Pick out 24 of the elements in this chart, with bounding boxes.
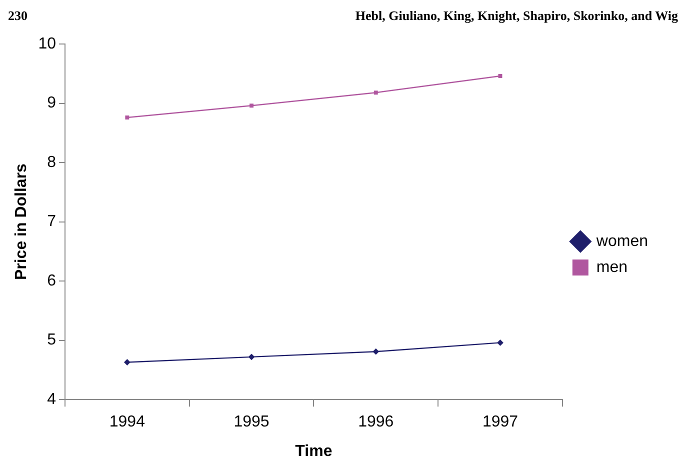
legend-label: women	[595, 232, 648, 250]
x-tick-label: 1994	[109, 414, 146, 431]
y-tick-label: 6	[47, 272, 56, 290]
x-tick-label: 1996	[358, 414, 394, 431]
y-tick-label: 10	[38, 35, 56, 52]
legend-label: men	[596, 258, 628, 276]
point	[374, 90, 378, 95]
x-axis-title: Time	[295, 442, 332, 460]
y-tick-label: 9	[47, 94, 56, 112]
x-tick-label: 1997	[482, 414, 518, 431]
y-tick-label: 4	[47, 391, 56, 408]
point	[125, 116, 130, 120]
y-tick-label: 7	[47, 213, 56, 230]
y-axis-title: Price in Dollars	[13, 163, 30, 280]
point	[248, 354, 255, 360]
text: Hebl, Giuliano, King, Knight, Shapiro, Skorinko, and Wig	[355, 8, 678, 25]
point	[497, 340, 504, 346]
text: 230	[8, 8, 28, 25]
point	[124, 359, 130, 366]
y-tick-label: 8	[47, 154, 56, 171]
x-tick-label: 1995	[234, 414, 270, 431]
point	[250, 104, 254, 108]
point	[372, 348, 380, 355]
y-tick-label: 5	[47, 332, 56, 349]
